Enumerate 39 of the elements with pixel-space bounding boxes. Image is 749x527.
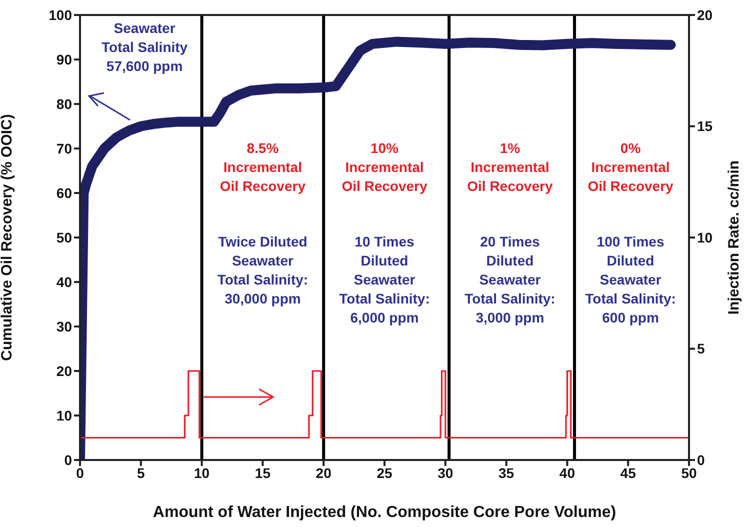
annotation: 10 Times Diluted Seawater Total Salinity: 6,000 ppm bbox=[339, 233, 430, 326]
annotation: Seawater Total Salinity 57,600 ppm bbox=[102, 20, 188, 74]
y-tick-label: 20 bbox=[56, 362, 72, 379]
y-tick-label: 80 bbox=[56, 96, 72, 112]
x-tick-label: 40 bbox=[559, 464, 576, 481]
x-tick-label: 5 bbox=[137, 464, 145, 481]
x-tick-label: 45 bbox=[620, 464, 636, 481]
annotation: 8.5% Incremental Oil Recovery bbox=[220, 140, 306, 194]
x-tick-label: 0 bbox=[76, 464, 84, 481]
annotation: 20 Times Diluted Seawater Total Salinity: 3,000 ppm bbox=[464, 233, 556, 326]
annotation: 100 Times Diluted Seawater Total Salinity: 600 ppm bbox=[585, 233, 676, 326]
y-tick-label: 70 bbox=[56, 140, 72, 156]
annotation: 1% Incremental Oil Recovery bbox=[467, 140, 553, 194]
y-tick-label: 0 bbox=[64, 452, 72, 468]
x-axis-title: Amount of Water Injected (No. Composite Core Pore Volume) bbox=[152, 504, 616, 521]
y-tick-label: 30 bbox=[56, 318, 72, 334]
y-tick-label: 60 bbox=[56, 184, 72, 201]
y-axis-title: Cumulative Oil Recovery (% OOIC) bbox=[0, 114, 16, 361]
annotation: 0% Incremental Oil Recovery bbox=[588, 140, 674, 194]
y2-tick-label: 0 bbox=[697, 452, 705, 468]
annotation: 10% Incremental Oil Recovery bbox=[342, 140, 428, 194]
y2-tick-label: 5 bbox=[697, 340, 705, 357]
y-tick-label: 10 bbox=[56, 407, 72, 424]
y-tick-label: 40 bbox=[56, 274, 72, 290]
y-tick-label: 90 bbox=[56, 51, 72, 68]
x-tick-label: 30 bbox=[438, 464, 454, 481]
y2-tick-label: 20 bbox=[697, 6, 713, 23]
x-tick-label: 50 bbox=[681, 464, 697, 481]
x-tick-label: 20 bbox=[316, 464, 332, 481]
y2-axis-title: Injection Rate. cc/min bbox=[725, 160, 742, 315]
y2-tick-label: 15 bbox=[697, 118, 713, 134]
y2-tick-label: 10 bbox=[697, 229, 713, 246]
x-tick-label: 15 bbox=[254, 464, 271, 481]
y-tick-label: 100 bbox=[48, 6, 72, 23]
x-tick-label: 35 bbox=[498, 464, 514, 481]
x-tick-label: 25 bbox=[376, 464, 392, 481]
annotation: Twice Diluted Seawater Total Salinity: 30,000 ppm bbox=[217, 233, 308, 306]
x-tick-label: 10 bbox=[194, 464, 210, 481]
y-tick-label: 50 bbox=[56, 229, 72, 246]
